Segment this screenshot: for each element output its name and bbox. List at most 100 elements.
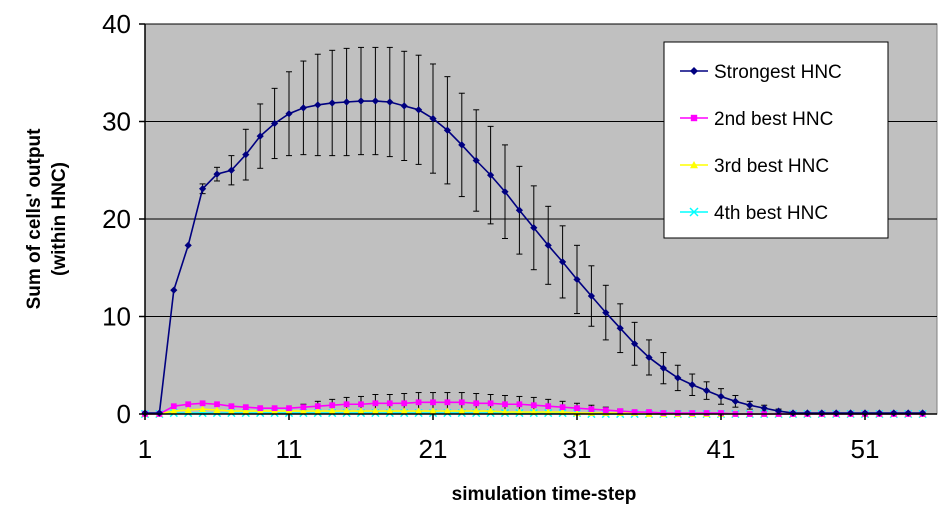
data-point: [443, 126, 451, 134]
data-point: [372, 400, 379, 407]
data-point: [746, 401, 754, 409]
legend: Strongest HNC 2nd best HNC 3rd best HNC 4th…: [663, 41, 889, 239]
legend-item: 3rd best HNC: [680, 156, 829, 177]
legend-label: Strongest HNC: [714, 62, 842, 83]
data-point: [501, 188, 509, 196]
data-point: [717, 392, 725, 401]
legend-item: 2nd best HNC: [680, 109, 833, 130]
x-axis-ticks: 1 11 21 31 41 51: [138, 414, 880, 464]
data-point: [718, 410, 724, 416]
x-tick-label: 51: [851, 434, 880, 464]
data-point: [616, 324, 624, 332]
data-point: [213, 170, 221, 178]
data-point: [487, 171, 495, 179]
legend-items: Strongest HNC 2nd best HNC 3rd best HNC 4th…: [680, 62, 842, 224]
y-axis-title: Sum of cells' output (within HNC): [24, 128, 70, 309]
data-point: [357, 97, 365, 105]
data-point: [343, 98, 351, 106]
data-point: [861, 409, 869, 417]
data-point: [343, 401, 350, 408]
data-point: [890, 409, 898, 417]
x-tick-label: 41: [707, 434, 736, 464]
data-point: [257, 405, 264, 412]
data-point: [371, 97, 379, 105]
data-point: [458, 141, 466, 149]
data-point: [443, 407, 451, 414]
data-point: [659, 364, 667, 372]
data-point: [386, 407, 394, 414]
data-point: [545, 403, 552, 410]
data-point: [674, 410, 681, 416]
data-point: [574, 405, 580, 412]
data-point: [386, 98, 394, 106]
data-point: [314, 407, 322, 414]
y-axis-title-line1: Sum of cells' output: [24, 128, 45, 309]
data-point: [617, 408, 624, 414]
data-point: [690, 114, 698, 122]
data-point: [170, 407, 178, 414]
data-point: [185, 401, 192, 408]
data-point: [199, 405, 207, 413]
data-point: [271, 119, 279, 128]
y-tick-label: 40: [102, 9, 131, 39]
data-point: [328, 407, 336, 414]
data-point: [415, 106, 423, 114]
data-point: [285, 110, 293, 118]
data-point: [775, 407, 783, 415]
y-tick-label: 20: [102, 204, 131, 234]
data-point: [400, 102, 408, 110]
data-point: [184, 406, 192, 413]
data-point: [256, 132, 264, 140]
data-point: [847, 409, 855, 417]
data-point: [227, 407, 235, 414]
data-point: [631, 340, 639, 348]
data-point: [213, 406, 221, 413]
data-point: [299, 407, 307, 414]
data-point: [559, 258, 567, 266]
data-point: [300, 404, 307, 411]
series-1: [141, 97, 927, 417]
data-point: [502, 401, 508, 408]
data-point: [530, 224, 538, 232]
x-tick-label: 11: [276, 434, 303, 464]
data-point: [559, 404, 566, 411]
x-axis-title: simulation time-step: [452, 484, 637, 505]
data-point: [242, 404, 249, 411]
data-point: [299, 104, 307, 112]
data-point: [199, 400, 206, 407]
data-point: [688, 381, 696, 389]
data-point: [386, 400, 393, 407]
data-point: [184, 241, 192, 249]
legend-box: [663, 41, 889, 239]
data-point: [875, 409, 883, 417]
data-point: [214, 401, 220, 408]
data-point: [646, 409, 652, 415]
data-point: [328, 99, 336, 107]
data-point: [919, 409, 927, 417]
legend-label: 3rd best HNC: [714, 156, 829, 177]
data-point: [515, 206, 523, 214]
data-point: [314, 403, 321, 410]
data-point: [400, 407, 408, 414]
data-point: [170, 403, 177, 410]
data-point: [286, 405, 292, 412]
data-point: [357, 407, 365, 414]
data-point: [242, 151, 250, 159]
legend-label: 2nd best HNC: [714, 109, 833, 130]
data-point: [242, 407, 250, 414]
data-point: [472, 156, 480, 165]
data-point: [587, 292, 595, 300]
y-tick-label: 30: [102, 107, 131, 137]
data-point: [703, 410, 710, 416]
data-point: [689, 410, 696, 416]
data-point: [358, 401, 364, 408]
data-point: [314, 101, 322, 109]
data-point: [832, 409, 840, 417]
data-point: [904, 409, 912, 417]
legend-item: 4th best HNC: [680, 203, 828, 224]
y-axis-ticks: 0 10 20 30 40: [102, 9, 145, 429]
data-point: [444, 399, 451, 406]
data-point: [690, 67, 698, 75]
x-tick-label: 1: [138, 434, 152, 464]
